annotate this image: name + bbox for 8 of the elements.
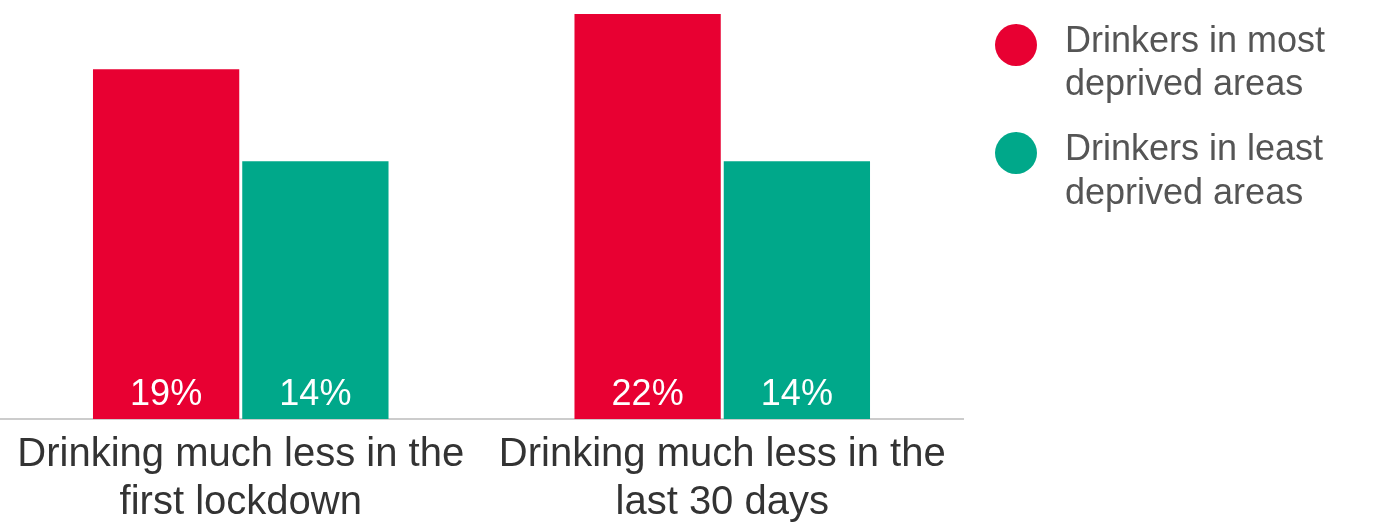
legend-label: Drinkers in least deprived areas bbox=[1065, 126, 1325, 213]
legend-label: Drinkers in most deprived areas bbox=[1065, 18, 1327, 105]
x-tick-label: Drinking much less in the first lockdown bbox=[17, 430, 465, 523]
data-label: 14% bbox=[279, 371, 352, 413]
x-tick-label: Drinking much less in the last 30 days bbox=[498, 430, 946, 523]
data-label: 19% bbox=[130, 371, 203, 413]
data-label: 22% bbox=[611, 371, 684, 413]
data-label: 14% bbox=[760, 371, 833, 413]
